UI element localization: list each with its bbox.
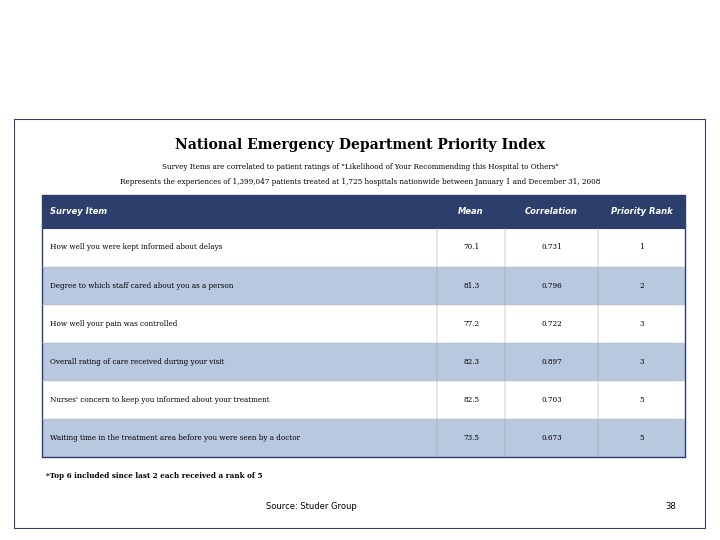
Text: Survey Item: Survey Item [50, 207, 107, 216]
Text: 3: 3 [639, 320, 644, 328]
Text: PATIENT PRIORITIES:  PRESS GANEY: PATIENT PRIORITIES: PRESS GANEY [29, 51, 390, 70]
Text: 0.796: 0.796 [541, 282, 562, 289]
Text: 0.703: 0.703 [541, 396, 562, 404]
Text: *Top 6 included since last 2 each received a rank of 5: *Top 6 included since last 2 each receiv… [45, 472, 262, 480]
FancyBboxPatch shape [42, 195, 685, 228]
Text: Overall rating of care received during your visit: Overall rating of care received during y… [50, 358, 225, 366]
Text: 5: 5 [639, 396, 644, 404]
FancyBboxPatch shape [42, 343, 685, 381]
Text: Degree to which staff cared about you as a person: Degree to which staff cared about you as… [50, 282, 234, 289]
Text: How well your pain was controlled: How well your pain was controlled [50, 320, 178, 328]
Text: 82.3: 82.3 [463, 358, 479, 366]
Text: Waiting time in the treatment area before you were seen by a doctor: Waiting time in the treatment area befor… [50, 434, 300, 442]
FancyBboxPatch shape [42, 228, 685, 267]
Text: 70.1: 70.1 [463, 244, 480, 252]
Text: 0.897: 0.897 [541, 358, 562, 366]
Text: 77.2: 77.2 [463, 320, 480, 328]
FancyBboxPatch shape [42, 267, 685, 305]
Text: 2: 2 [639, 282, 644, 289]
FancyBboxPatch shape [0, 30, 20, 111]
Text: TOOL: TOOL [274, 92, 320, 106]
FancyBboxPatch shape [42, 305, 685, 343]
Text: How well you were kept informed about delays: How well you were kept informed about de… [50, 244, 222, 252]
FancyBboxPatch shape [14, 119, 706, 529]
Text: Source: Studer Group: Source: Studer Group [266, 502, 357, 511]
Text: 38: 38 [666, 502, 676, 511]
Text: Survey Items are correlated to patient ratings of "Likelihood of Your Recommendi: Survey Items are correlated to patient r… [161, 163, 559, 171]
FancyBboxPatch shape [700, 30, 720, 111]
Text: 0.722: 0.722 [541, 320, 562, 328]
FancyBboxPatch shape [42, 381, 685, 419]
Text: Represents the experiences of 1,399,047 patients treated at 1,725 hospitals nati: Represents the experiences of 1,399,047 … [120, 178, 600, 186]
Text: 81.3: 81.3 [463, 282, 480, 289]
Text: Correlation: Correlation [525, 207, 578, 216]
Text: 73.5: 73.5 [463, 434, 479, 442]
Text: Mean: Mean [459, 207, 484, 216]
Text: Nurses' concern to keep you informed about your treatment: Nurses' concern to keep you informed abo… [50, 396, 270, 404]
Text: 1: 1 [639, 244, 644, 252]
FancyBboxPatch shape [42, 419, 685, 457]
Text: Priority Rank: Priority Rank [611, 207, 672, 216]
Text: 0.731: 0.731 [541, 244, 562, 252]
Text: 82.5: 82.5 [463, 396, 480, 404]
Text: 3: 3 [639, 358, 644, 366]
Text: 0.673: 0.673 [541, 434, 562, 442]
Text: National Emergency Department Priority Index: National Emergency Department Priority I… [175, 138, 545, 152]
Text: 5: 5 [639, 434, 644, 442]
